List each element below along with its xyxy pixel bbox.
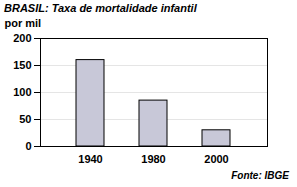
svg-text:150: 150 (13, 59, 31, 71)
svg-text:1940: 1940 (78, 153, 102, 165)
html-text:Fonte: IBGE: Fonte: IBGE (231, 170, 289, 181)
svg-text:200: 200 (13, 32, 31, 44)
svg-text:0: 0 (25, 140, 31, 152)
svg-text:1980: 1980 (141, 153, 165, 165)
svg-text:100: 100 (13, 86, 31, 98)
svg-text:50: 50 (19, 113, 31, 125)
svg-text:por mil: por mil (5, 17, 42, 29)
svg-text:2000: 2000 (204, 153, 228, 165)
html-text:BRASIL: Taxa de mortalidade in: BRASIL: Taxa de mortalidade infantil (4, 2, 197, 14)
